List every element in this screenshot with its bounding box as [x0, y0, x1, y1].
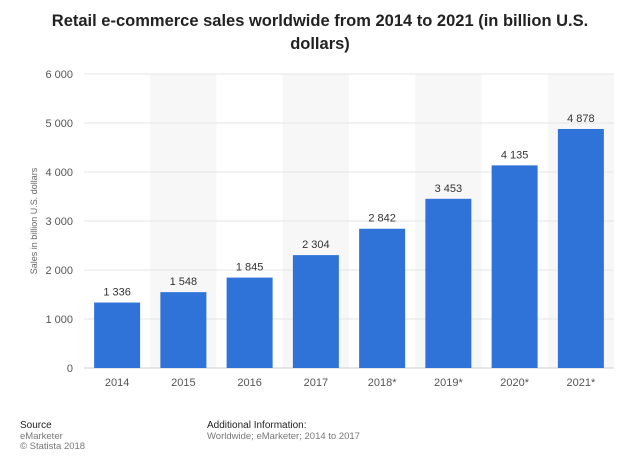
bar [491, 165, 538, 368]
source-line-emarketer: eMarketer [20, 430, 63, 442]
bar [425, 198, 472, 368]
source-block: Source eMarketer © Statista 2018 [20, 420, 86, 453]
additional-info-heading: Additional Information: [207, 420, 307, 431]
x-tick-label: 2018* [368, 377, 397, 389]
y-tick-label: 1 000 [45, 314, 73, 326]
y-tick-label: 0 [67, 363, 73, 375]
y-tick-label: 4 000 [45, 167, 73, 179]
additional-info-block: Additional Information: Worldwide; eMark… [207, 420, 360, 442]
bar [557, 128, 604, 368]
x-tick-label: 2016 [237, 377, 261, 389]
additional-info-text: Worldwide; eMarketer; 2014 to 2017 [207, 430, 360, 442]
source-line-statista: © Statista 2018 [20, 441, 86, 452]
chart-title: Retail e-commerce sales worldwide from 2… [51, 12, 589, 53]
source-heading: Source [20, 420, 52, 431]
y-tick-label: 5 000 [45, 118, 73, 130]
bar-value-label: 3 453 [435, 183, 463, 195]
bar-value-label: 1 845 [236, 262, 264, 274]
x-tick-label: 2017 [304, 377, 328, 389]
bar [226, 277, 273, 368]
y-tick-label: 6 000 [45, 69, 73, 81]
x-tick-label: 2019* [434, 377, 463, 389]
bar-value-label: 4 135 [501, 149, 529, 161]
bar-value-label: 1 336 [103, 287, 131, 299]
x-tick-label: 2015 [171, 377, 195, 389]
bar-value-label: 2 304 [302, 239, 330, 251]
y-axis-label: Sales in billion U.S. dollars [29, 167, 39, 274]
bar-value-label: 2 842 [368, 213, 396, 225]
x-tick-label: 2021* [566, 377, 595, 389]
y-tick-label: 2 000 [45, 265, 73, 277]
bar [292, 255, 339, 368]
x-tick-label: 2014 [105, 377, 129, 389]
bar-value-label: 4 878 [567, 113, 595, 125]
bar-value-label: 1 548 [170, 276, 198, 288]
bar [94, 302, 141, 368]
bar [160, 292, 207, 368]
bar [359, 228, 406, 368]
x-tick-label: 2020* [500, 377, 529, 389]
y-tick-label: 3 000 [45, 216, 73, 228]
